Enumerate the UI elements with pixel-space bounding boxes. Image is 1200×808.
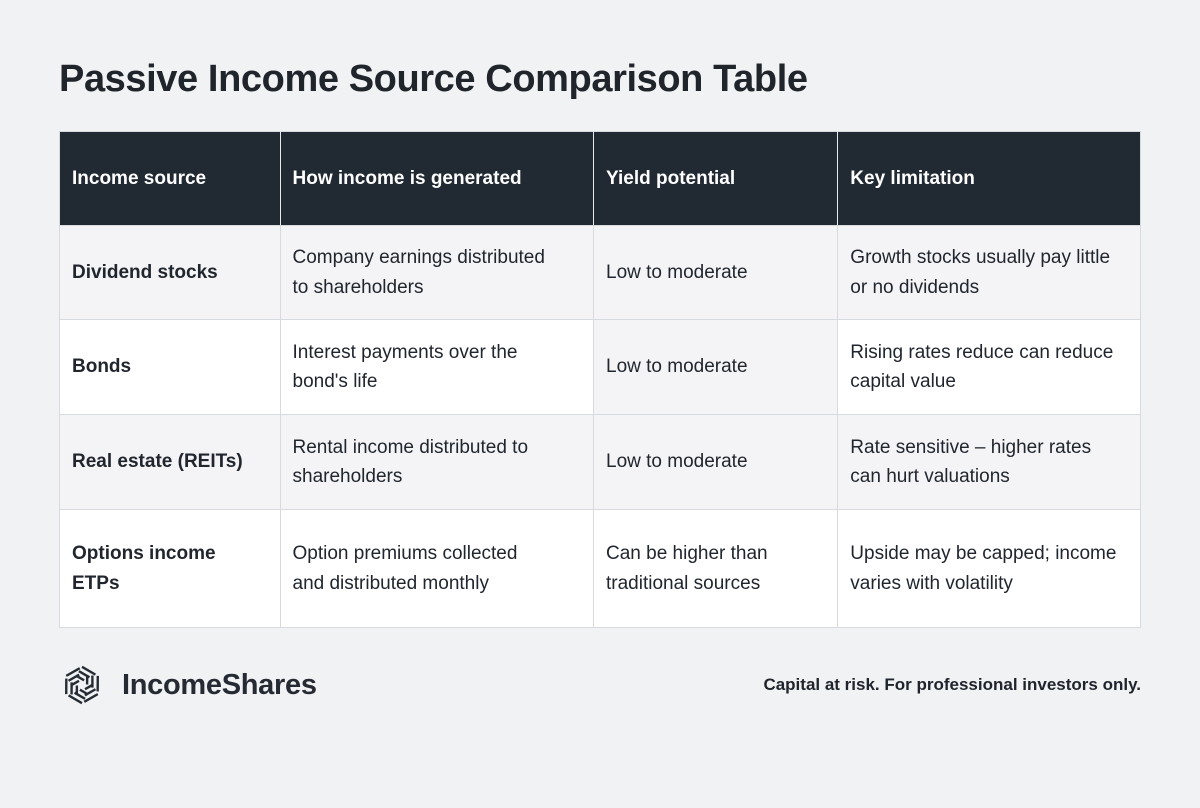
cell-how: Company earnings distributed to sharehol… <box>279 225 595 320</box>
cell-how: Interest payments over the bond's life <box>279 319 595 415</box>
cell-yield: Low to moderate <box>592 319 839 415</box>
cell-yield: Low to moderate <box>592 225 839 320</box>
cell-yield: Can be higher than traditional sources <box>592 509 839 628</box>
cell-limitation: Rising rates reduce can reduce capital v… <box>837 319 1141 415</box>
cell-text: Can be higher than traditional sources <box>606 543 768 594</box>
cell-text: Rising rates reduce can reduce capital v… <box>850 341 1114 392</box>
brand-name: IncomeShares <box>122 668 317 701</box>
cell-source: Dividend stocks <box>59 225 281 320</box>
column-header-income-source: Income source <box>59 131 281 226</box>
incomeshares-logo-icon <box>65 665 99 705</box>
cell-text: Low to moderate <box>606 356 748 378</box>
cell-limitation: Growth stocks usually pay little or no d… <box>837 225 1141 320</box>
column-header-key-limitation: Key limitation <box>837 131 1141 226</box>
risk-disclaimer: Capital at risk. For professional invest… <box>763 675 1141 694</box>
cell-text: Interest payments over the bond's life <box>292 341 518 392</box>
footer: IncomeShares Capital at risk. For profes… <box>59 662 1141 708</box>
cell-text: Rate sensitive – higher rates can hurt v… <box>850 436 1092 487</box>
cell-text: Dividend stocks <box>72 261 218 283</box>
cell-text: Low to moderate <box>606 451 748 473</box>
cell-text: Growth stocks usually pay little or no d… <box>850 247 1111 298</box>
cell-source: Options income ETPs <box>59 509 281 628</box>
table-row-options-income-etps: Options income ETPs Option premiums coll… <box>59 509 1141 628</box>
cell-text: Options income ETPs <box>72 543 216 594</box>
brand-lockup: IncomeShares <box>59 662 317 708</box>
comparison-table: Income source How income is generated Yi… <box>59 131 1141 628</box>
page: Passive Income Source Comparison Table I… <box>0 58 1200 808</box>
cell-yield: Low to moderate <box>592 414 839 510</box>
cell-source: Bonds <box>59 319 281 415</box>
cell-text: Low to moderate <box>606 261 748 283</box>
cell-text: Option premiums collected and distribute… <box>292 543 518 594</box>
cell-limitation: Upside may be capped; income varies with… <box>837 509 1141 628</box>
table-header-row: Income source How income is generated Yi… <box>59 131 1141 226</box>
cell-text: Upside may be capped; income varies with… <box>850 543 1117 594</box>
cell-how: Rental income distributed to shareholder… <box>279 414 595 510</box>
table-row-bonds: Bonds Interest payments over the bond's … <box>59 319 1141 415</box>
cell-how: Option premiums collected and distribute… <box>279 509 595 628</box>
cell-text: Real estate (REITs) <box>72 451 243 473</box>
cell-text: Company earnings distributed to sharehol… <box>292 247 545 298</box>
table-row-real-estate-reits: Real estate (REITs) Rental income distri… <box>59 414 1141 510</box>
page-title: Passive Income Source Comparison Table <box>59 58 808 100</box>
cell-text: Bonds <box>72 356 132 378</box>
column-header-yield-potential: Yield potential <box>592 131 839 226</box>
cell-text: Rental income distributed to shareholder… <box>292 436 529 487</box>
cell-source: Real estate (REITs) <box>59 414 281 510</box>
cell-limitation: Rate sensitive – higher rates can hurt v… <box>837 414 1141 510</box>
column-header-how-income-generated: How income is generated <box>279 131 595 226</box>
table-row-dividend-stocks: Dividend stocks Company earnings distrib… <box>59 225 1141 320</box>
